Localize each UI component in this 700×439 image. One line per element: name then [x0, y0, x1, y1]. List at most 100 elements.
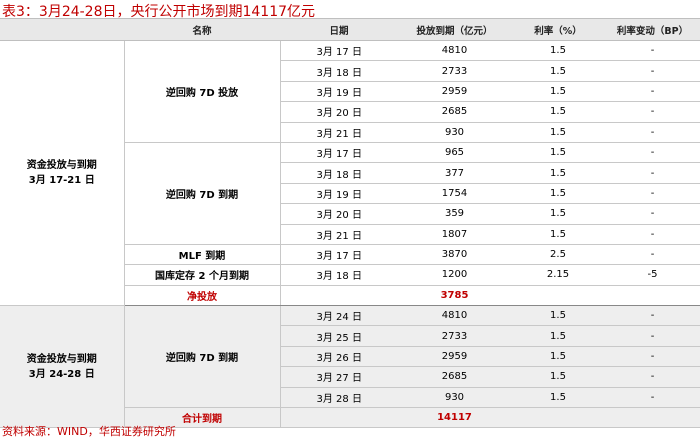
table-row: 3月 28 日 930 1.5 -: [0, 387, 700, 409]
total-name: 合计到期: [124, 407, 281, 429]
table-row: 3月 27 日 2685 1.5 -: [0, 366, 700, 388]
date-cell: 3月 21 日: [280, 122, 398, 143]
rate-cell: 1.5: [511, 142, 605, 164]
amount-cell: 2685: [398, 366, 511, 388]
table-row: 3月 26 日 2959 1.5 -: [0, 346, 700, 368]
group-name: 逆回购 7D 到期: [124, 142, 281, 245]
date-cell: 3月 17 日: [280, 40, 398, 62]
net-row: 净投放 3785: [0, 285, 700, 307]
amount-cell: 2733: [398, 60, 511, 82]
rate-cell: 1.5: [511, 81, 605, 103]
header-name: 名称: [124, 18, 280, 41]
change-cell: -: [605, 387, 700, 409]
date-cell: 3月 20 日: [280, 203, 398, 225]
change-cell: -: [605, 366, 700, 388]
total-amount: 14117: [398, 407, 511, 429]
change-cell: [605, 285, 700, 307]
rate-cell: 1.5: [511, 387, 605, 409]
section1-label: 资金投放与到期 3月 17-21 日: [0, 40, 125, 307]
group-name: 逆回购 7D 到期: [124, 305, 281, 409]
amount-cell: 1200: [398, 264, 511, 286]
date-cell: 3月 19 日: [280, 81, 398, 103]
change-cell: -: [605, 183, 700, 205]
rate-cell: 2.5: [511, 244, 605, 266]
rate-cell: [511, 285, 605, 307]
mlf-name: MLF 到期: [124, 244, 281, 266]
amount-cell: 930: [398, 387, 511, 409]
change-cell: -: [605, 203, 700, 225]
table-row: 资金投放与到期 3月 17-21 日 逆回购 7D 投放 3月 17 日 481…: [0, 40, 700, 307]
total-row: 合计到期 14117: [0, 407, 700, 429]
change-cell: -: [605, 122, 700, 143]
date-cell: 3月 18 日: [280, 60, 398, 82]
date-cell: 3月 20 日: [280, 101, 398, 123]
header-date: 日期: [280, 18, 398, 41]
change-cell: [605, 407, 700, 429]
header-amount: 投放到期（亿元）: [398, 18, 511, 41]
amount-cell: 2685: [398, 101, 511, 123]
rate-cell: 1.5: [511, 346, 605, 368]
date-cell: 3月 18 日: [280, 162, 398, 184]
open-market-table: 名称 日期 投放到期（亿元） 利率（%） 利率变动（BP） 资金投放与到期 3月…: [0, 18, 700, 429]
header-rate: 利率（%）: [511, 18, 605, 41]
amount-cell: 4810: [398, 305, 511, 327]
change-cell: -: [605, 305, 700, 327]
amount-cell: 359: [398, 203, 511, 225]
change-cell: -: [605, 346, 700, 368]
amount-cell: 4810: [398, 40, 511, 62]
table-row: 3月 21 日 930 1.5 -: [0, 122, 700, 143]
amount-cell: 965: [398, 142, 511, 164]
rate-cell: 1.5: [511, 122, 605, 143]
amount-cell: 2959: [398, 81, 511, 103]
rate-cell: 2.15: [511, 264, 605, 286]
rate-cell: 1.5: [511, 101, 605, 123]
amount-cell: 1807: [398, 224, 511, 245]
date-cell: 3月 18 日: [280, 264, 398, 286]
date-cell: [280, 407, 398, 429]
change-cell: -: [605, 224, 700, 245]
amount-cell: 3870: [398, 244, 511, 266]
net-amount: 3785: [398, 285, 511, 307]
change-cell: -: [605, 81, 700, 103]
date-cell: 3月 17 日: [280, 244, 398, 266]
rate-cell: 1.5: [511, 40, 605, 62]
table-row: MLF 到期 3月 17 日 3870 2.5 -: [0, 244, 700, 266]
header-row: 名称 日期 投放到期（亿元） 利率（%） 利率变动（BP）: [0, 18, 700, 41]
rate-cell: 1.5: [511, 183, 605, 205]
header-rate-change: 利率变动（BP）: [605, 18, 700, 41]
date-cell: 3月 21 日: [280, 224, 398, 245]
change-cell: -: [605, 101, 700, 123]
table-row: 3月 19 日 1754 1.5 -: [0, 183, 700, 205]
date-cell: 3月 28 日: [280, 387, 398, 409]
rate-cell: 1.5: [511, 162, 605, 184]
date-cell: 3月 25 日: [280, 325, 398, 347]
table-title: 表3：3月24-28日，央行公开市场到期14117亿元: [2, 4, 316, 20]
rate-cell: 1.5: [511, 366, 605, 388]
rate-cell: 1.5: [511, 60, 605, 82]
amount-cell: 930: [398, 122, 511, 143]
change-cell: -: [605, 325, 700, 347]
source-note: 资料来源：WIND，华西证券研究所: [2, 425, 176, 438]
date-cell: 3月 27 日: [280, 366, 398, 388]
date-cell: 3月 17 日: [280, 142, 398, 164]
amount-cell: 2733: [398, 325, 511, 347]
table-row: 逆回购 7D 到期 3月 17 日 965 1.5 -: [0, 142, 700, 245]
date-cell: 3月 26 日: [280, 346, 398, 368]
deposit-name: 国库定存 2 个月到期: [124, 264, 281, 286]
date-cell: [280, 285, 398, 307]
table-row: 3月 18 日 377 1.5 -: [0, 162, 700, 184]
table-row: 3月 19 日 2959 1.5 -: [0, 81, 700, 103]
change-cell: -5: [605, 264, 700, 286]
net-name: 净投放: [124, 285, 281, 307]
table-row: 3月 21 日 1807 1.5 -: [0, 224, 700, 245]
group-name: 逆回购 7D 投放: [124, 40, 281, 143]
rate-cell: 1.5: [511, 224, 605, 245]
amount-cell: 1754: [398, 183, 511, 205]
amount-cell: 2959: [398, 346, 511, 368]
rate-cell: 1.5: [511, 203, 605, 225]
rate-cell: 1.5: [511, 305, 605, 327]
date-cell: 3月 19 日: [280, 183, 398, 205]
table-row: 3月 18 日 2733 1.5 -: [0, 60, 700, 82]
rate-cell: 1.5: [511, 325, 605, 347]
table-row: 3月 20 日 359 1.5 -: [0, 203, 700, 225]
